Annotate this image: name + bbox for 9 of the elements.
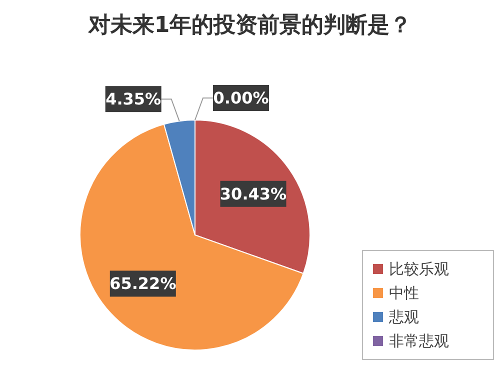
data-label: 65.22% — [110, 274, 176, 294]
legend-label: 中性 — [389, 284, 419, 302]
data-label: 30.43% — [220, 184, 287, 204]
legend-label: 悲观 — [389, 308, 419, 326]
legend-label: 非常悲观 — [389, 332, 449, 350]
data-label: 4.35% — [106, 90, 162, 109]
text: 0.00% — [213, 88, 269, 108]
legend-label: 比较乐观 — [389, 260, 449, 278]
chart-title: 对未来1年的投资前景的判断是？ — [87, 12, 413, 40]
